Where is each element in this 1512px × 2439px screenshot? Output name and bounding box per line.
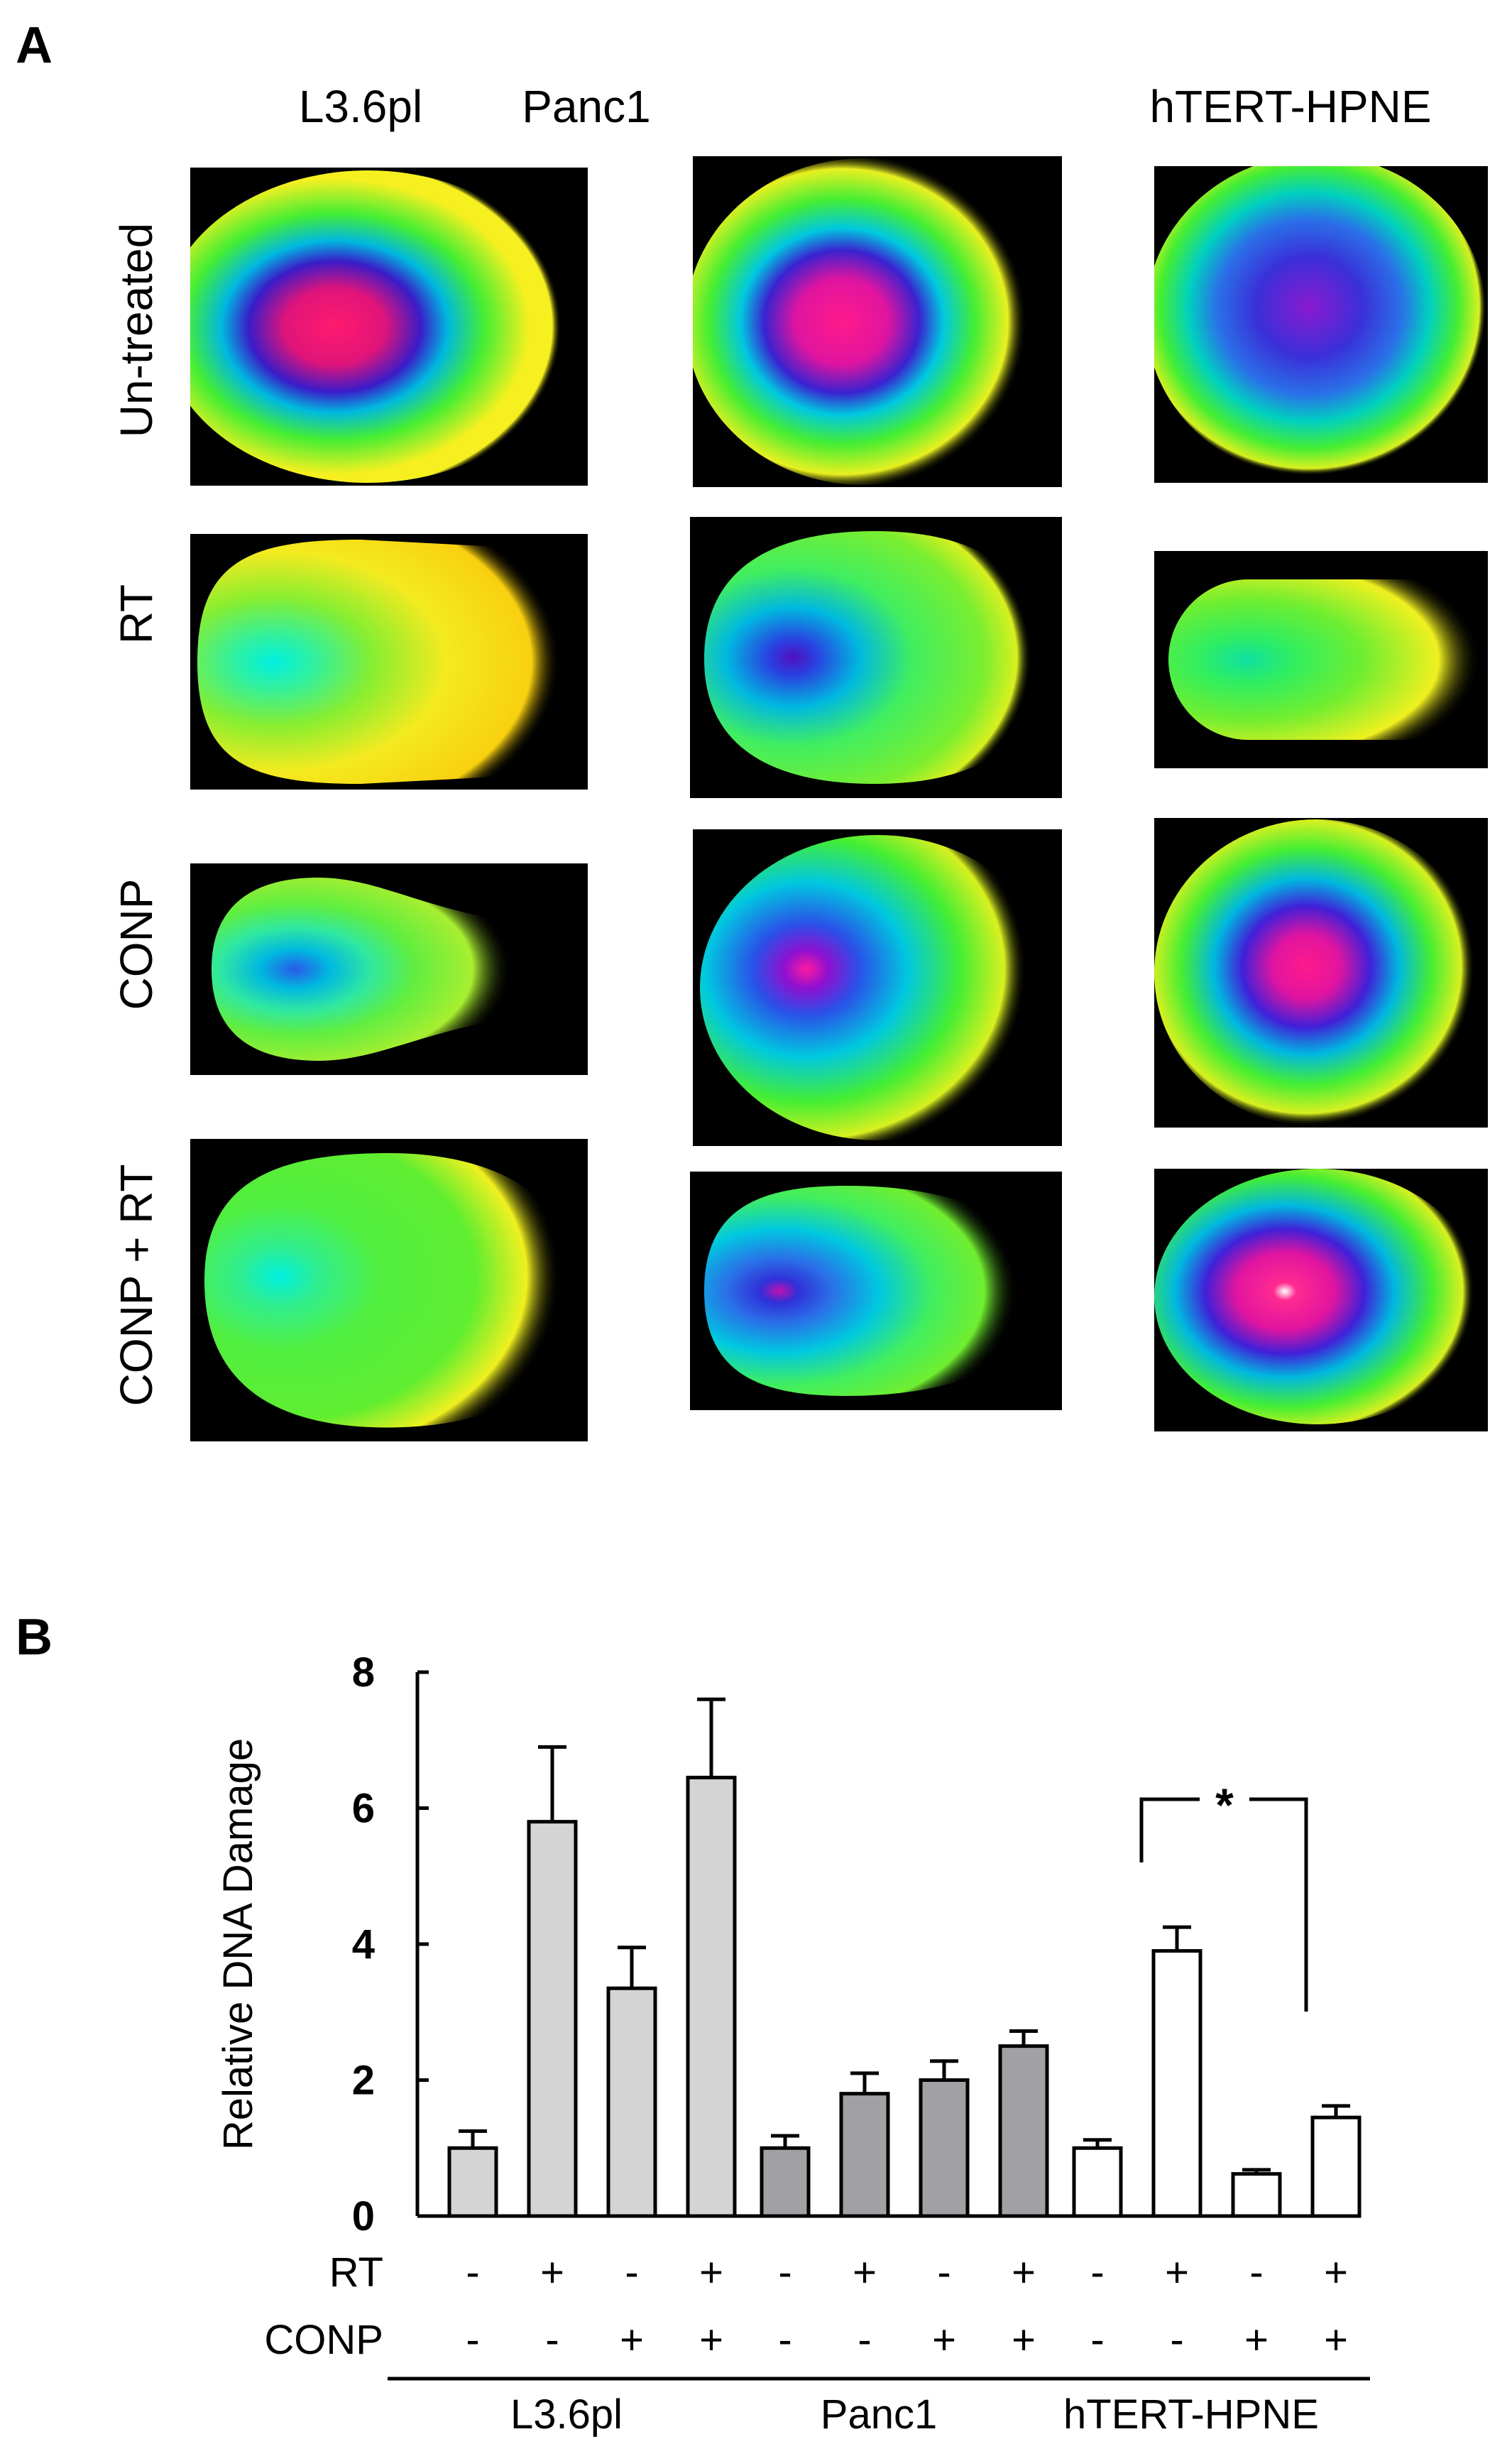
bar — [447, 2146, 498, 2218]
significance-bracket: * — [1139, 1779, 1308, 2012]
bar — [998, 2044, 1049, 2218]
y-tick-label: 0 — [352, 2193, 375, 2239]
panel-b-letter: B — [16, 1609, 53, 1666]
row-label-conp-rt: CONP + RT — [111, 1164, 162, 1407]
bar — [1151, 1949, 1203, 2218]
conp-sign: + — [699, 2317, 723, 2363]
comet-image-panc1-conp-rt — [690, 1172, 1062, 1410]
comet-image-l36pl-rt — [190, 534, 588, 790]
rt-sign: - — [466, 2249, 479, 2296]
row-label-rt: RT — [111, 584, 162, 645]
conp-sign: + — [620, 2317, 644, 2363]
bar-chart: 0 2 4 6 8 Relative DNA Damage RT CONP - - + - - +… — [215, 1649, 1370, 2438]
rt-sign: + — [1012, 2249, 1036, 2296]
bar — [1072, 2146, 1123, 2218]
comet-image-panc1-conp — [693, 829, 1062, 1146]
conp-sign: - — [778, 2317, 791, 2363]
bar — [527, 1820, 578, 2218]
comet-image-l36pl-untreated — [190, 168, 588, 486]
conp-sign: + — [1244, 2317, 1269, 2363]
group-label: hTERT-HPNE — [1063, 2391, 1319, 2438]
conp-sign: - — [858, 2317, 871, 2363]
rt-sign: - — [625, 2249, 638, 2296]
x-condition-rows: RT CONP - - + - - + + + - - + - - + + + - - + - - + + + — [264, 2249, 1348, 2363]
comet-image-l36pl-conp-rt — [190, 1139, 588, 1441]
column-header-l36pl: L3.6pl — [298, 81, 423, 132]
conp-sign: - — [1170, 2317, 1183, 2363]
row-label-untreated: Un-treated — [111, 222, 162, 438]
group-label: L3.6pl — [510, 2391, 623, 2438]
conp-sign: + — [1324, 2317, 1348, 2363]
comet-image-htert-conp — [1154, 818, 1488, 1128]
y-tick-label: 6 — [352, 1786, 375, 1832]
bar — [606, 1986, 657, 2218]
error-bars — [459, 1697, 1350, 2174]
comet-image-l36pl-conp — [190, 863, 588, 1075]
column-header-panc1: Panc1 — [522, 81, 651, 132]
bar — [1310, 2115, 1362, 2218]
group-labels: L3.6pl Panc1 hTERT-HPNE — [388, 2377, 1370, 2438]
row-label-conp-text: CONP — [264, 2317, 383, 2363]
rt-sign: + — [853, 2249, 877, 2296]
comet-image-htert-rt — [1154, 551, 1488, 768]
bar — [760, 2146, 811, 2218]
column-header-htert-hpne: hTERT-HPNE — [1149, 81, 1432, 132]
significance-star: * — [1215, 1779, 1234, 1831]
rt-sign: - — [1090, 2249, 1104, 2296]
y-tick-label: 4 — [352, 1921, 375, 1968]
rt-sign: - — [1249, 2249, 1263, 2296]
conp-sign: - — [545, 2317, 559, 2363]
comet-image-panc1-untreated — [693, 156, 1062, 487]
comet-image-htert-untreated — [1154, 166, 1488, 483]
rt-sign: - — [778, 2249, 791, 2296]
row-label-conp: CONP — [111, 878, 162, 1010]
comet-image-htert-conp-rt — [1154, 1169, 1488, 1431]
rt-sign: + — [1165, 2249, 1189, 2296]
y-axis-title: Relative DNA Damage — [215, 1738, 261, 2150]
rt-sign: + — [699, 2249, 723, 2296]
bar — [686, 1775, 737, 2218]
bars — [447, 1775, 1362, 2218]
conp-sign: - — [1090, 2317, 1104, 2363]
bar — [919, 2078, 970, 2218]
conp-sign: + — [932, 2317, 956, 2363]
conp-sign: - — [466, 2317, 479, 2363]
panel-a-letter: A — [16, 17, 53, 74]
row-label-rt-text: RT — [329, 2249, 383, 2296]
rt-sign: - — [937, 2249, 951, 2296]
conp-sign: + — [1012, 2317, 1036, 2363]
y-tick-label: 8 — [352, 1649, 375, 1696]
rt-sign: + — [1324, 2249, 1348, 2296]
bar — [1231, 2172, 1282, 2218]
y-ticks: 0 2 4 6 8 — [352, 1649, 429, 2239]
bar — [839, 2092, 890, 2218]
comet-image-panc1-rt — [690, 517, 1062, 798]
y-tick-label: 2 — [352, 2058, 375, 2104]
group-label: Panc1 — [821, 2391, 937, 2438]
rt-sign: + — [540, 2249, 564, 2296]
